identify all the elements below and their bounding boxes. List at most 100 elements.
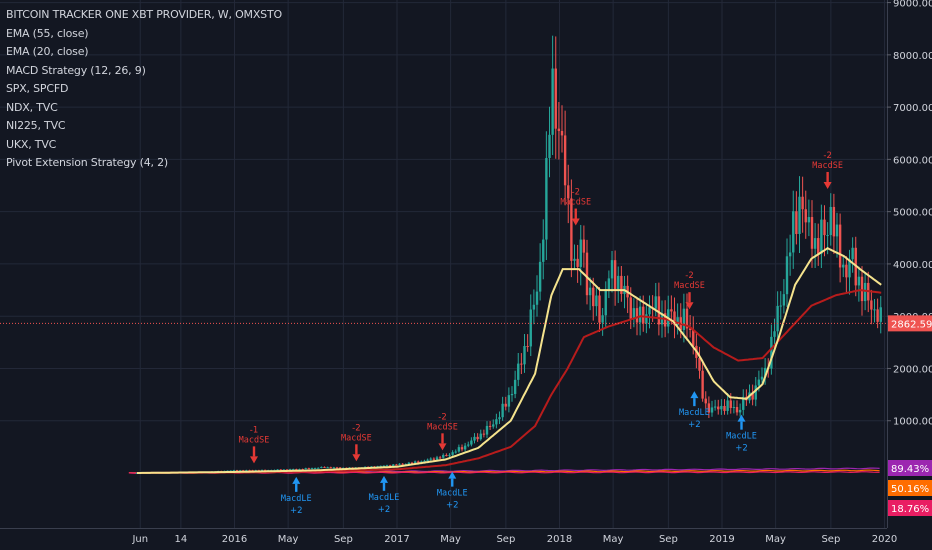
legend-study-ema55[interactable]: EMA (55, close) xyxy=(6,26,89,40)
candle-body xyxy=(338,467,342,469)
comparison-badge-label: 89.43% xyxy=(891,464,929,475)
candle xyxy=(292,468,295,471)
candle-body xyxy=(457,447,461,452)
candle-body xyxy=(235,470,239,472)
long-signal: MacdLE +2 xyxy=(281,476,312,516)
candle xyxy=(326,466,329,469)
legend-study-ukx[interactable]: UKX, TVC xyxy=(6,137,57,151)
candle-body xyxy=(442,455,445,458)
candle-body xyxy=(710,407,714,413)
candle xyxy=(620,265,623,302)
chart-grid xyxy=(0,0,887,528)
candle-body xyxy=(582,239,586,253)
candle-body xyxy=(807,217,811,223)
candle-body xyxy=(298,469,301,471)
time-axis-tick-label: Sep xyxy=(496,534,515,545)
candle xyxy=(713,399,717,411)
candle-body xyxy=(763,367,767,377)
candle-body xyxy=(479,433,482,440)
signal-arrow-head xyxy=(571,218,580,226)
candle-body xyxy=(620,275,623,294)
candle xyxy=(485,421,489,439)
candle-body xyxy=(845,264,848,278)
signal-arrow-head xyxy=(380,475,388,483)
candle-body xyxy=(776,305,779,332)
candle-body xyxy=(701,370,704,399)
price-axis-tick-label: 2000.00% xyxy=(893,364,932,375)
legend-study-ndx[interactable]: NDX, TVC xyxy=(6,100,58,114)
candle xyxy=(457,444,461,453)
candle xyxy=(726,393,729,415)
candle-body xyxy=(307,468,311,470)
candle xyxy=(442,453,445,459)
candle-body xyxy=(732,407,736,409)
candle-body xyxy=(388,465,392,467)
price-axis[interactable]: 9000.00% 8000.00% 7000.00% 6000.00% 5000.00%… xyxy=(887,0,932,528)
candle xyxy=(488,421,492,430)
candle xyxy=(870,289,873,325)
signal-arrow-shaft xyxy=(295,483,298,492)
candle xyxy=(467,441,470,448)
candle xyxy=(588,277,592,311)
signal-arrow-shaft xyxy=(826,171,829,182)
candle-body xyxy=(548,134,551,158)
candle xyxy=(829,193,832,246)
candle-body xyxy=(429,458,432,460)
time-axis-tick-label: Jun xyxy=(131,534,148,545)
time-axis[interactable]: Jun 14 2016 May Sep 2017 May Sep 2018 May Sep 2019 M… xyxy=(0,528,897,546)
signal-label: MacdSE xyxy=(560,198,591,208)
legend-study-ni225[interactable]: NI225, TVC xyxy=(6,119,66,132)
legend-study-macd[interactable]: MACD Strategy (12, 26, 9) xyxy=(6,63,146,77)
legend-study-ema20[interactable]: EMA (20, close) xyxy=(6,45,89,58)
candle xyxy=(432,457,436,461)
candle-body xyxy=(445,455,448,457)
signal-qty: +2 xyxy=(735,444,748,454)
candle-body xyxy=(754,385,757,400)
candle-body xyxy=(835,224,839,237)
candle-body xyxy=(860,276,864,302)
candle-body xyxy=(617,275,620,290)
candle-body xyxy=(438,457,442,459)
signal-label: MacdLE xyxy=(679,408,710,418)
legend-study-spx[interactable]: SPX, SPCFD xyxy=(6,82,69,95)
candle-body xyxy=(407,462,411,465)
price-axis-tick-label: 4000.00% xyxy=(893,260,932,271)
signal-arrow-head xyxy=(823,181,832,189)
candle xyxy=(810,200,814,268)
candle-body xyxy=(879,307,882,322)
candle-body xyxy=(473,436,476,441)
candle-body xyxy=(729,400,732,408)
candle xyxy=(529,294,532,357)
candle-body xyxy=(598,295,601,323)
candle xyxy=(842,255,845,278)
candle xyxy=(720,399,723,415)
candle-body xyxy=(332,467,336,469)
candle xyxy=(520,353,523,375)
candle xyxy=(704,391,707,409)
candle-body xyxy=(576,258,579,267)
candle xyxy=(460,444,464,452)
signal-arrow-shaft xyxy=(451,478,454,487)
candle-body xyxy=(498,417,501,420)
candle-body xyxy=(760,376,764,380)
legend-symbol[interactable]: BITCOIN TRACKER ONE XBT PROVIDER, W, OMX… xyxy=(6,8,282,21)
legend-study-pivot[interactable]: Pivot Extension Strategy (4, 2) xyxy=(6,156,168,169)
candle xyxy=(820,204,823,269)
candle-body xyxy=(642,306,645,324)
candle-body xyxy=(717,406,720,410)
price-axis-tick-label: 5000.00% xyxy=(893,208,932,219)
candle xyxy=(817,223,820,266)
candle-body xyxy=(873,309,876,311)
candle-body xyxy=(232,470,236,472)
candle-body xyxy=(557,128,561,132)
candle-body xyxy=(523,346,526,365)
ema-20-line xyxy=(137,247,882,474)
candle-body xyxy=(276,469,279,471)
candle xyxy=(517,352,520,387)
long-signal: MacdLE +2 xyxy=(437,471,468,511)
candle-body xyxy=(301,469,304,471)
comparison-badge xyxy=(888,480,932,496)
